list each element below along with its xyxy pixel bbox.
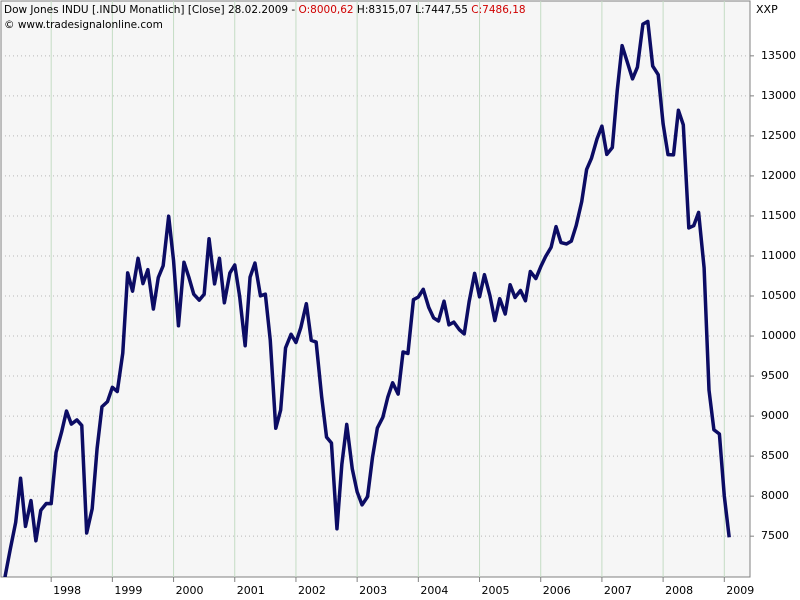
y-tick-label: 9500 [761,369,789,382]
y-tick-label: 12500 [761,129,796,142]
x-tick-label: 2009 [726,584,754,597]
y-tick-label: 10500 [761,289,796,302]
y-tick-label: 9000 [761,409,789,422]
y-tick-label: 11000 [761,249,796,262]
series-layer [3,19,731,577]
labels: 7500 8000 8500 9000 9500 10000 10500 11000 11500… [53,49,796,597]
x-tick-label: 2005 [482,584,510,597]
x-tick-label: 2004 [420,584,448,597]
y-unit: XXP [756,3,778,16]
y-tick-label: 10000 [761,329,796,342]
y-tick-label: 8000 [761,489,789,502]
x-tick-label: 2003 [359,584,387,597]
x-tick-label: 1999 [114,584,142,597]
y-tick-label: 12000 [761,169,796,182]
plot-area [0,0,751,578]
close-label: C:7486,18 [471,4,525,16]
open-label: O:8000,62 [299,4,354,16]
x-tick-label: 2007 [604,584,632,597]
high-low-label: H:8315,07 L:7447,55 [354,4,472,16]
x-tick-label: 1998 [53,584,81,597]
series-line [3,19,731,577]
x-tick-label: 2001 [237,584,265,597]
y-tick-label: 13500 [761,49,796,62]
x-tick-label: 2000 [176,584,204,597]
x-tick-label: 2002 [298,584,326,597]
grid [1,1,754,582]
copyright: © www.tradesignalonline.com [4,19,163,31]
y-tick-label: 7500 [761,529,789,542]
header: Dow Jones INDU [.INDU Monatlich] [Close]… [4,4,526,16]
chart-title: Dow Jones INDU [.INDU Monatlich] [Close]… [4,4,299,16]
y-tick-label: 11500 [761,209,796,222]
x-tick-label: 2006 [543,584,571,597]
y-tick-label: 8500 [761,449,789,462]
x-tick-label: 2008 [665,584,693,597]
y-tick-label: 13000 [761,89,796,102]
